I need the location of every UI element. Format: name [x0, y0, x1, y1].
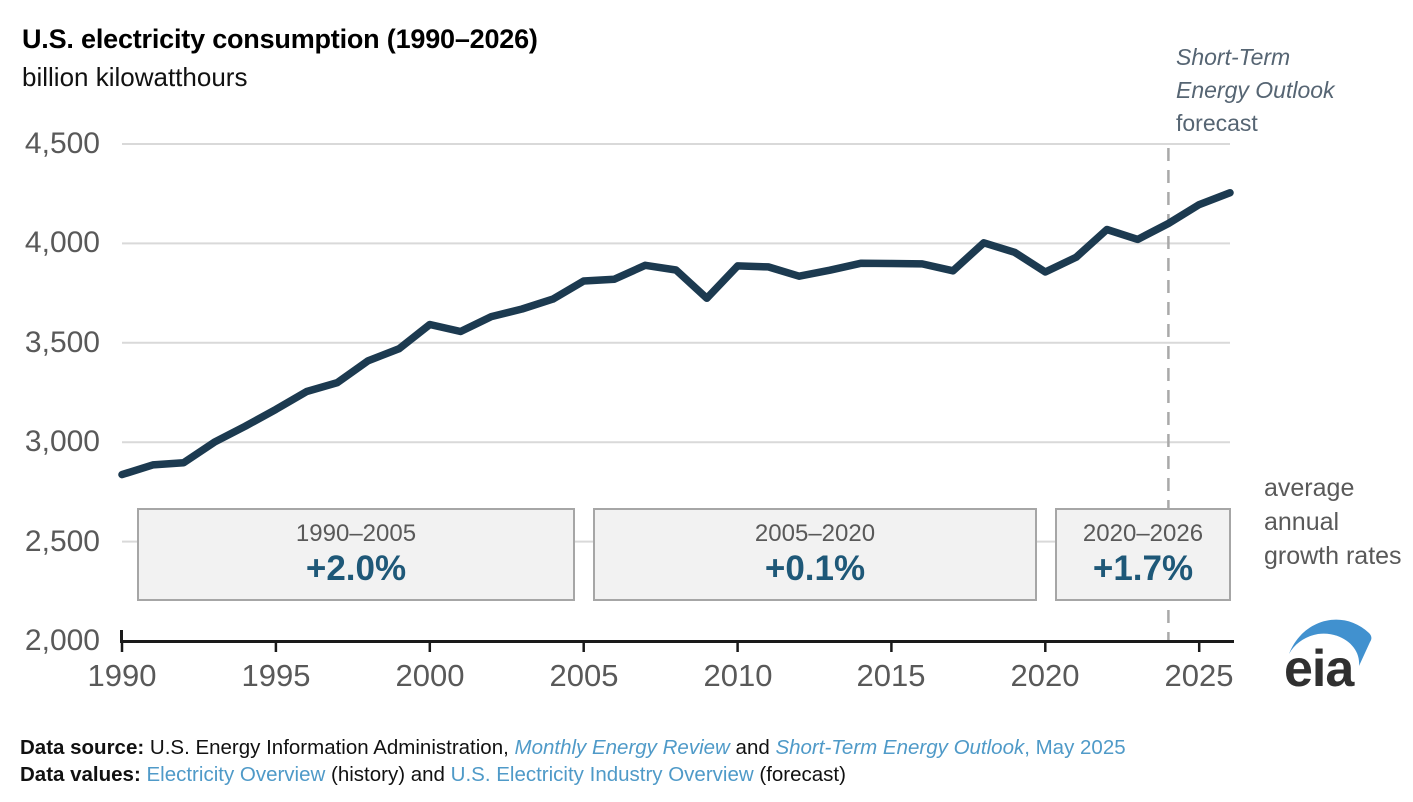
footer-source-text: U.S. Energy Information Administration, [149, 736, 515, 759]
growth-period: 2005–2020 [754, 519, 876, 547]
footer: Data source: U.S. Energy Information Adm… [20, 735, 1126, 788]
consumption-series-line [118, 188, 1234, 479]
footer-source-line: Data source: U.S. Energy Information Adm… [20, 735, 1126, 762]
x-axis-tick-label: 2025 [1164, 658, 1234, 693]
eia-logo-text: eia [1284, 640, 1355, 698]
forecast-annotation-label: forecast [1176, 110, 1258, 136]
chart-unit-subtitle: billion kilowatthours [22, 62, 248, 92]
x-axis-tick-label: 2010 [703, 658, 773, 693]
y-axis-tick-label: 2,000 [24, 624, 100, 657]
footer-values-text: (history) and [325, 762, 451, 786]
growth-period: 2020–2026 [1082, 519, 1204, 547]
footer-values-label: Data values: [20, 762, 147, 786]
footer-source-text: and [729, 736, 776, 759]
forecast-annotation: Short-Term Energy Outlook forecast [1176, 41, 1335, 140]
growth-rate: +2.0% [305, 548, 407, 588]
x-axis-tick-label: 2000 [395, 658, 465, 693]
chart-title: U.S. electricity consumption (1990–2026) [22, 24, 538, 54]
x-axis-tick-label: 1990 [87, 658, 157, 693]
x-axis-tick-label: 2020 [1010, 658, 1080, 693]
growth-rate: +0.1% [764, 548, 866, 588]
footer-source-date: , May 2025 [1024, 736, 1126, 759]
x-axis-tick-label: 2015 [856, 658, 926, 693]
x-axis-tick-label: 2005 [549, 658, 619, 693]
y-axis-tick-label: 2,500 [24, 525, 100, 558]
electricity-industry-overview-link[interactable]: U.S. Electricity Industry Overview [450, 762, 754, 786]
chart-header: U.S. electricity consumption (1990–2026)… [22, 24, 538, 93]
growth-box-2020-2026: 2020–2026 +1.7% [1055, 508, 1231, 601]
electricity-overview-link[interactable]: Electricity Overview [146, 762, 326, 786]
short-term-energy-outlook-link[interactable]: Short-Term Energy Outlook [775, 736, 1025, 759]
x-axis-tick-label: 1995 [241, 658, 311, 693]
monthly-energy-review-link[interactable]: Monthly Energy Review [514, 736, 730, 759]
y-axis-tick-label: 4,000 [24, 226, 100, 259]
eia-logo: eia [1284, 619, 1372, 698]
growth-period: 1990–2005 [295, 519, 417, 547]
growth-rates-note: average annual growth rates [1264, 474, 1402, 570]
growth-box-2005-2020: 2005–2020 +0.1% [593, 508, 1037, 601]
footer-values-text: (forecast) [753, 762, 846, 786]
footer-source-label: Data source: [20, 736, 150, 759]
y-axis-tick-label: 4,500 [24, 127, 100, 160]
y-axis-tick-label: 3,000 [24, 425, 100, 458]
y-axis-tick-label: 3,500 [24, 326, 100, 359]
forecast-annotation-report-line2: Energy Outlook [1176, 77, 1335, 103]
growth-box-1990-2005: 1990–2005 +2.0% [137, 508, 575, 601]
growth-rate: +1.7% [1092, 548, 1194, 588]
forecast-annotation-report-line1: Short-Term [1176, 44, 1291, 70]
footer-values-line: Data values: Electricity Overview (histo… [20, 762, 1126, 789]
eia-logo-swoosh-icon [1289, 619, 1372, 666]
